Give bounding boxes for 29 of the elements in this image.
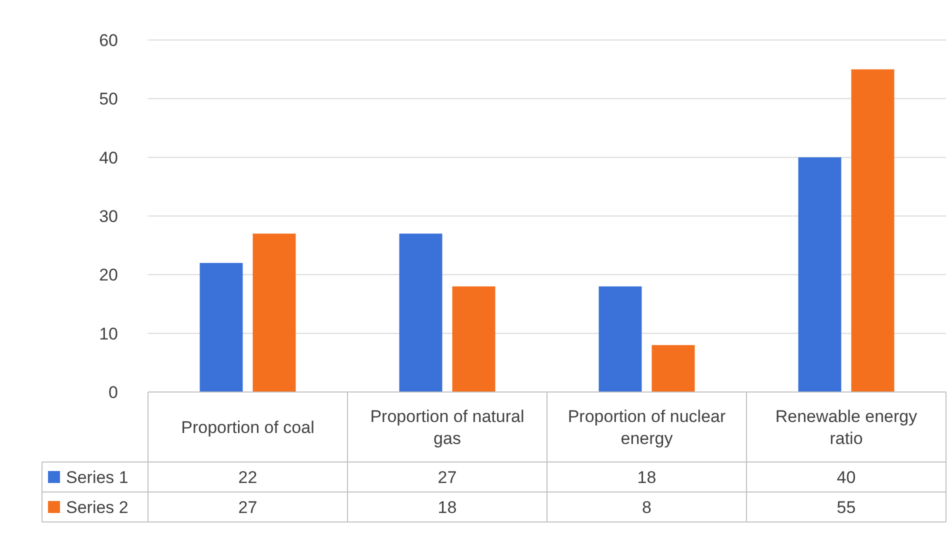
bar	[200, 262, 243, 392]
x-tick-label: Proportion of nuclear energy	[568, 406, 726, 448]
data-label: 8	[642, 498, 652, 517]
x-tick-label: Proportion of natural gas	[370, 406, 524, 448]
bar	[798, 157, 842, 392]
data-label: 22	[238, 468, 258, 487]
y-tick-label: 10	[99, 324, 118, 344]
bar	[598, 286, 642, 392]
data-label: 40	[836, 468, 856, 487]
legend-label: Series 1	[66, 468, 128, 487]
y-tick-label: 40	[99, 148, 118, 168]
data-label: 27	[238, 498, 258, 517]
x-tick-label: Proportion of coal	[181, 418, 314, 437]
data-label: 55	[836, 498, 856, 517]
y-tick-label: 20	[99, 266, 118, 285]
bar	[252, 234, 296, 392]
data-label: 18	[637, 468, 656, 487]
bar	[851, 69, 894, 392]
y-tick-label: 30	[99, 206, 118, 226]
y-tick-label: 50	[99, 90, 118, 109]
x-tick-label: Renewable energy ratio	[775, 406, 918, 448]
bar	[399, 234, 442, 392]
bar	[652, 345, 695, 392]
legend-label: Series 2	[66, 498, 128, 517]
bar	[452, 286, 496, 392]
y-tick-label: 0	[108, 382, 118, 402]
data-label: 27	[438, 468, 457, 487]
data-label: 18	[438, 498, 457, 517]
y-tick-label: 60	[99, 30, 118, 50]
